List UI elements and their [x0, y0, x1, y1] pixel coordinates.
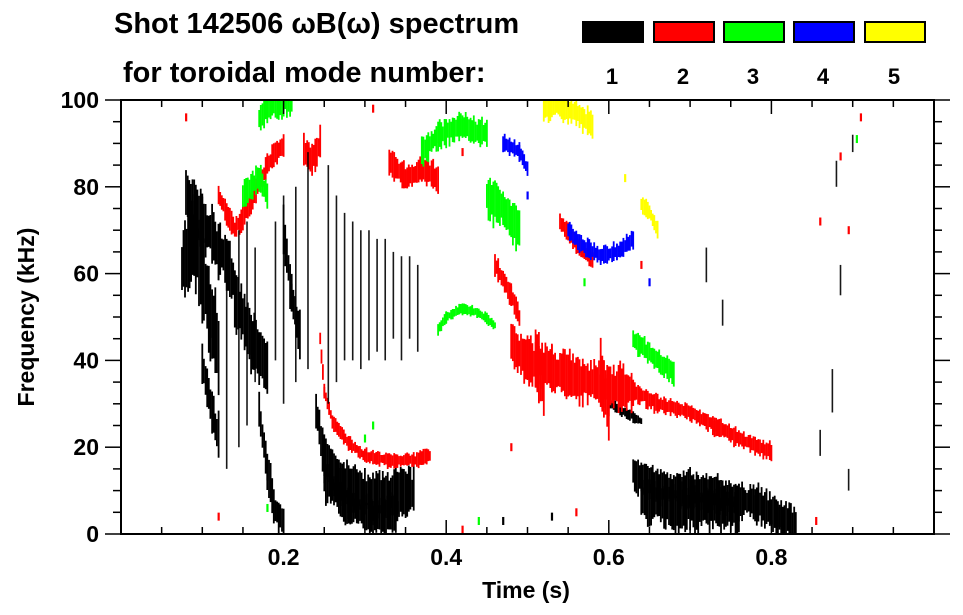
speckle-mode-2	[185, 113, 188, 122]
trace-mode-3	[420, 111, 488, 167]
speckle-mode-2	[461, 148, 464, 157]
trace-mode-3	[485, 177, 521, 252]
y-axis-title: Frequency (kHz)	[13, 228, 39, 407]
trace-mode-4	[502, 133, 529, 176]
legend-swatch-mode-2	[653, 21, 715, 43]
speckle-mode-3	[363, 434, 367, 443]
trace-mode-2	[599, 337, 610, 441]
legend-swatch-mode-3	[723, 21, 785, 43]
x-tick-label: 0.8	[755, 544, 787, 570]
spectrogram-marks	[181, 100, 863, 534]
speckle-mode-3	[855, 135, 858, 144]
trace-mode-2	[534, 329, 545, 416]
y-tick-label: 100	[61, 87, 99, 113]
speckle-mode-2	[217, 512, 220, 521]
y-tick-label: 20	[73, 434, 99, 460]
legend-swatch-mode-5	[864, 21, 926, 43]
legend-label-mode-4: 4	[816, 64, 830, 89]
trace-mode-2	[632, 382, 773, 462]
legend-swatch-mode-4	[793, 21, 855, 43]
y-tick-label: 0	[86, 521, 99, 547]
speckle-mode-2	[819, 217, 822, 226]
trace-mode-1	[258, 391, 285, 534]
speckle-mode-3	[477, 516, 480, 525]
speckle-mode-3	[583, 278, 586, 287]
x-axis-title: Time (s)	[482, 577, 570, 603]
speckle-mode-2	[510, 443, 513, 452]
y-tick-label: 40	[73, 347, 99, 373]
trace-mode-2	[388, 149, 440, 194]
speckle-mode-2	[575, 508, 578, 517]
speckle-mode-5	[624, 174, 627, 183]
y-tick-label: 80	[73, 174, 99, 200]
chart-title-line1: Shot 142506 ωB(ω) spectrum	[114, 8, 520, 40]
x-tick-label: 0.4	[430, 544, 462, 570]
trace-mode-4	[567, 221, 635, 265]
axes: 0.2 0.4 0.6 0.8 0 20 40 60 80 100	[61, 87, 950, 570]
x-tick-label: 0.2	[268, 544, 300, 570]
speckle-mode-4	[526, 191, 529, 200]
speckle-mode-2	[640, 260, 643, 269]
legend-swatch-mode-1	[582, 21, 644, 43]
trace-mode-1	[201, 343, 220, 458]
speckle-mode-2	[859, 113, 863, 122]
speckle-mode-2	[372, 104, 375, 113]
speckle-mode-4	[648, 278, 651, 287]
speckle-mode-2	[839, 152, 842, 161]
speckle-mode-1	[502, 516, 505, 525]
y-tick-label: 60	[73, 261, 99, 287]
speckle-mode-1	[550, 512, 554, 521]
trace-mode-3	[258, 100, 293, 131]
trace-mode-1	[323, 464, 399, 534]
legend-label-mode-2: 2	[676, 64, 690, 89]
trace-mode-3	[241, 164, 269, 209]
trace-mode-3	[437, 303, 496, 336]
speckle-mode-2	[461, 525, 464, 534]
trace-mode-2	[302, 124, 322, 176]
trace-mode-2	[319, 332, 431, 469]
legend-label-mode-3: 3	[746, 64, 760, 89]
chart-title-line2: for toroidal mode number:	[123, 57, 486, 89]
trace-mode-5	[640, 197, 659, 239]
trace-mode-3	[632, 330, 675, 387]
speckle-mode-3	[266, 503, 269, 512]
trace-mode-1	[282, 204, 301, 360]
trace-mode-1	[640, 473, 740, 534]
speckle-mode-2	[815, 516, 818, 525]
x-tick-label: 0.6	[593, 544, 625, 570]
speckle-mode-2	[847, 226, 850, 235]
trace-mode-2	[494, 254, 521, 326]
legend-label-mode-1: 1	[605, 64, 619, 89]
speckle-mode-3	[372, 421, 375, 430]
legend-label-mode-5: 5	[887, 64, 901, 89]
trace-mode-5	[542, 100, 594, 139]
